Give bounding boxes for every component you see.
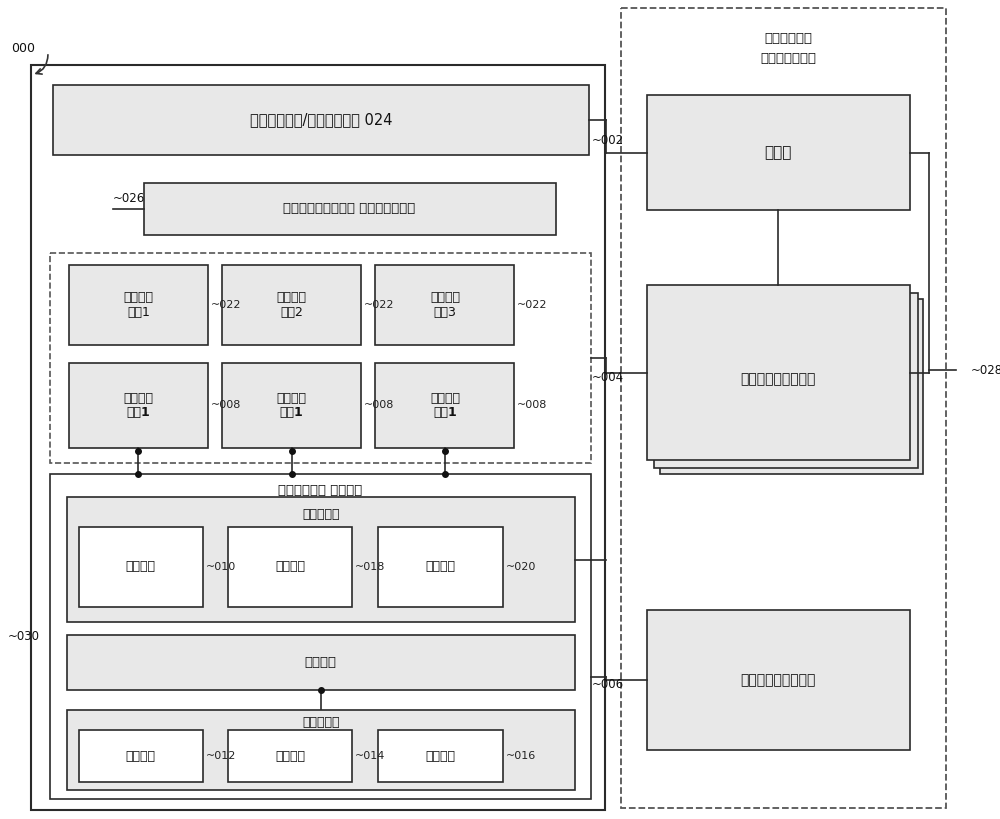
Bar [79,730,203,782]
Text: 虚拟资源层: 虚拟资源层 [302,508,340,521]
Bar [228,527,352,607]
Bar [378,527,503,607]
Bar [67,635,575,690]
Text: 虚拟基础设施管理器: 虚拟基础设施管理器 [741,673,816,687]
Bar [228,730,352,782]
Bar [69,363,208,448]
Text: 计算硬件: 计算硬件 [126,749,156,762]
Text: 虚拟网络: 虚拟网络 [426,560,456,573]
Text: 存储硬件: 存储硬件 [275,749,305,762]
Text: ~014: ~014 [355,751,386,761]
Text: ~022: ~022 [517,300,548,310]
Text: 网络硬件: 网络硬件 [426,749,456,762]
Bar [375,265,514,345]
Text: ~002: ~002 [592,134,624,147]
Bar [67,710,575,790]
Text: ~010: ~010 [206,562,236,572]
Text: 网元管理
系统1: 网元管理 系统1 [123,291,153,319]
Bar [621,8,946,808]
Bar [144,183,556,235]
Bar [222,363,361,448]
Text: 虚拟计算: 虚拟计算 [126,560,156,573]
Text: 硬件资源层: 硬件资源层 [302,717,340,730]
Text: ~008: ~008 [364,400,394,410]
Text: ~008: ~008 [211,400,241,410]
Text: 虚拟网络
功能1: 虚拟网络 功能1 [430,391,460,419]
Bar [222,265,361,345]
Text: ~022: ~022 [364,300,394,310]
Bar [69,265,208,345]
Bar [378,730,503,782]
Text: ~006: ~006 [592,678,624,691]
Bar [50,253,591,463]
Text: ~026: ~026 [113,192,145,206]
Text: 虚拟网络功能 基础设施: 虚拟网络功能 基础设施 [278,485,363,497]
Text: ~012: ~012 [206,751,236,761]
Text: 运营支撑系统/业务支撑系统 024: 运营支撑系统/业务支撑系统 024 [250,112,392,128]
Text: 服务、虚拟网络功能 和基础设施描述: 服务、虚拟网络功能 和基础设施描述 [283,202,416,215]
Text: 虚拟网络功能: 虚拟网络功能 [764,31,812,44]
Text: 虚拟网络
功能1: 虚拟网络 功能1 [277,391,307,419]
Text: 网元管理
系统2: 网元管理 系统2 [277,291,307,319]
Text: 虚拟存储: 虚拟存储 [275,560,305,573]
Bar [67,497,575,622]
Bar [31,65,605,810]
Bar [647,610,910,750]
Bar [647,285,910,460]
Text: ~016: ~016 [506,751,536,761]
Bar [79,527,203,607]
Text: ~022: ~022 [211,300,241,310]
Text: 虚拟网络
功能1: 虚拟网络 功能1 [123,391,153,419]
Text: 000: 000 [11,42,35,55]
Text: 虚拟化层: 虚拟化层 [305,656,337,669]
Bar [50,474,591,799]
Text: ~004: ~004 [592,371,624,384]
Text: 管理和编制系统: 管理和编制系统 [760,52,816,65]
Text: 网元管理
系统3: 网元管理 系统3 [430,291,460,319]
Bar [660,299,923,474]
Text: ~008: ~008 [517,400,548,410]
Text: ~020: ~020 [506,562,536,572]
Bar [375,363,514,448]
Text: ~030: ~030 [8,630,40,643]
Text: 虚拟网络功能管理器: 虚拟网络功能管理器 [741,373,816,387]
Bar [654,293,918,468]
Text: ~028: ~028 [970,364,1000,377]
Text: ~018: ~018 [355,562,386,572]
Bar [53,85,589,155]
Text: 编制器: 编制器 [765,145,792,160]
Bar [647,95,910,210]
